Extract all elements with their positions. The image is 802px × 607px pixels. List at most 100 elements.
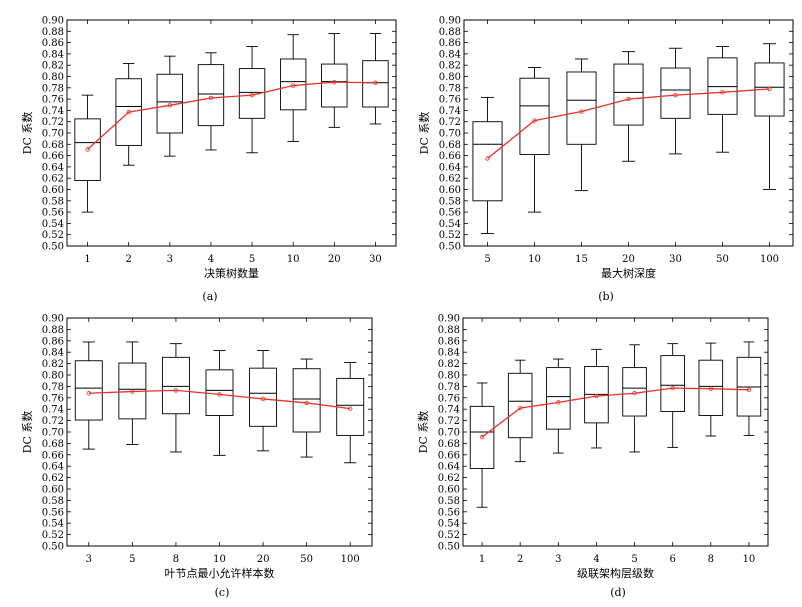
y-tick-label: 0.70 — [439, 129, 461, 140]
x-tick-label: 6 — [670, 554, 676, 565]
y-tick-label: 0.86 — [42, 38, 64, 49]
y-tick-label: 0.86 — [438, 336, 460, 347]
x-axis-label: 级联架构层级数 — [577, 566, 654, 580]
y-tick-label: 0.72 — [439, 117, 461, 128]
y-tick-label: 0.56 — [438, 507, 460, 518]
box-body — [362, 60, 389, 108]
mean-point — [304, 400, 309, 406]
y-axis-label: DC 系数 — [417, 411, 430, 454]
mean-point — [485, 156, 490, 161]
x-axis-label: 决策树数量 — [204, 266, 259, 280]
x-tick-label: 3 — [86, 554, 92, 565]
panel-a: (a) 0.500.520.540.560.580.600.620.640.66… — [21, 16, 397, 303]
box-50 — [292, 358, 321, 458]
box-body — [115, 78, 142, 146]
y-tick-label: 0.54 — [42, 519, 64, 530]
y-tick-label: 0.62 — [439, 174, 461, 185]
y-tick-label: 0.80 — [438, 371, 460, 382]
y-tick-label: 0.78 — [42, 382, 64, 393]
mean-point — [767, 86, 772, 92]
mean-point — [594, 393, 599, 399]
panel-c: (c) 0.500.520.540.560.580.600.620.640.66… — [21, 314, 373, 599]
box-1 — [469, 382, 495, 508]
y-tick-label: 0.58 — [439, 196, 461, 207]
mean-point — [720, 90, 725, 95]
box-body — [74, 118, 101, 181]
y-tick-label: 0.66 — [42, 450, 64, 461]
box-4 — [197, 52, 225, 151]
x-tick-label: 5 — [631, 554, 637, 565]
x-tick-label: 20 — [257, 554, 270, 565]
box-30 — [660, 47, 691, 155]
mean-point — [746, 387, 752, 393]
mean-point — [260, 396, 266, 402]
y-tick-label: 0.52 — [438, 530, 460, 541]
y-tick-label: 0.90 — [42, 314, 64, 325]
box-30 — [362, 33, 389, 125]
y-tick-label: 0.62 — [42, 473, 64, 484]
y-tick-label: 0.76 — [42, 393, 64, 404]
mean-point — [217, 392, 222, 397]
y-tick-label: 0.88 — [42, 27, 64, 38]
y-tick-label: 0.72 — [438, 416, 460, 427]
y-tick-label: 0.76 — [439, 95, 461, 106]
y-tick-label: 0.66 — [438, 450, 460, 461]
y-tick-label: 0.52 — [42, 530, 64, 541]
y-tick-label: 0.64 — [438, 462, 460, 473]
box-body — [161, 356, 190, 415]
x-tick-label: 30 — [669, 254, 682, 265]
x-axis-label: 叶节点最小允许样本数 — [165, 566, 275, 580]
caption-c: (c) — [215, 586, 230, 599]
mean-point — [373, 80, 378, 85]
box-body — [546, 367, 571, 430]
y-tick-label: 0.58 — [438, 496, 460, 507]
y-tick-label: 0.80 — [439, 72, 461, 83]
x-tick-label: 5 — [129, 554, 135, 565]
box-1 — [74, 94, 101, 213]
y-tick-label: 0.86 — [439, 38, 461, 49]
y-tick-label: 0.84 — [42, 348, 64, 359]
box-2 — [507, 359, 533, 463]
y-tick-label: 0.50 — [439, 242, 461, 253]
mean-point — [167, 103, 173, 108]
y-tick-label: 0.84 — [42, 49, 64, 60]
y-tick-label: 0.72 — [42, 416, 64, 427]
mean-point — [517, 405, 523, 411]
y-tick-label: 0.58 — [42, 196, 64, 207]
y-tick-label: 0.58 — [42, 496, 64, 507]
box-8 — [698, 342, 724, 437]
y-tick-label: 0.78 — [42, 83, 64, 94]
y-tick-label: 0.84 — [439, 49, 461, 60]
mean-point — [290, 83, 296, 88]
y-tick-label: 0.66 — [42, 151, 64, 162]
y-tick-label: 0.84 — [438, 348, 460, 359]
y-tick-label: 0.78 — [439, 83, 461, 94]
y-tick-label: 0.88 — [438, 325, 460, 336]
mean-point — [708, 386, 714, 391]
box-2 — [115, 63, 142, 166]
x-tick-label: 10 — [287, 254, 300, 265]
mean-point — [173, 388, 179, 393]
mean-point — [85, 147, 90, 152]
x-tick-label: 50 — [716, 254, 729, 265]
box-50 — [707, 46, 738, 153]
box-8 — [161, 343, 190, 453]
mean-point — [130, 389, 135, 394]
y-tick-label: 0.68 — [439, 140, 461, 151]
mean-point — [332, 79, 337, 85]
y-tick-label: 0.50 — [42, 242, 64, 253]
box-body — [707, 57, 738, 115]
y-tick-label: 0.88 — [439, 27, 461, 38]
caption-a: (a) — [202, 290, 217, 303]
x-tick-label: 4 — [208, 254, 214, 265]
x-tick-label: 2 — [126, 254, 132, 265]
mean-point — [556, 400, 561, 405]
panel-d: (d) 0.500.520.540.560.580.600.620.640.66… — [417, 314, 769, 599]
box-body — [660, 67, 691, 119]
box-10 — [205, 350, 234, 456]
y-tick-label: 0.76 — [438, 393, 460, 404]
mean-line — [487, 88, 770, 159]
box-body — [613, 63, 644, 126]
box-100 — [336, 362, 365, 464]
y-tick-label: 0.68 — [42, 140, 64, 151]
